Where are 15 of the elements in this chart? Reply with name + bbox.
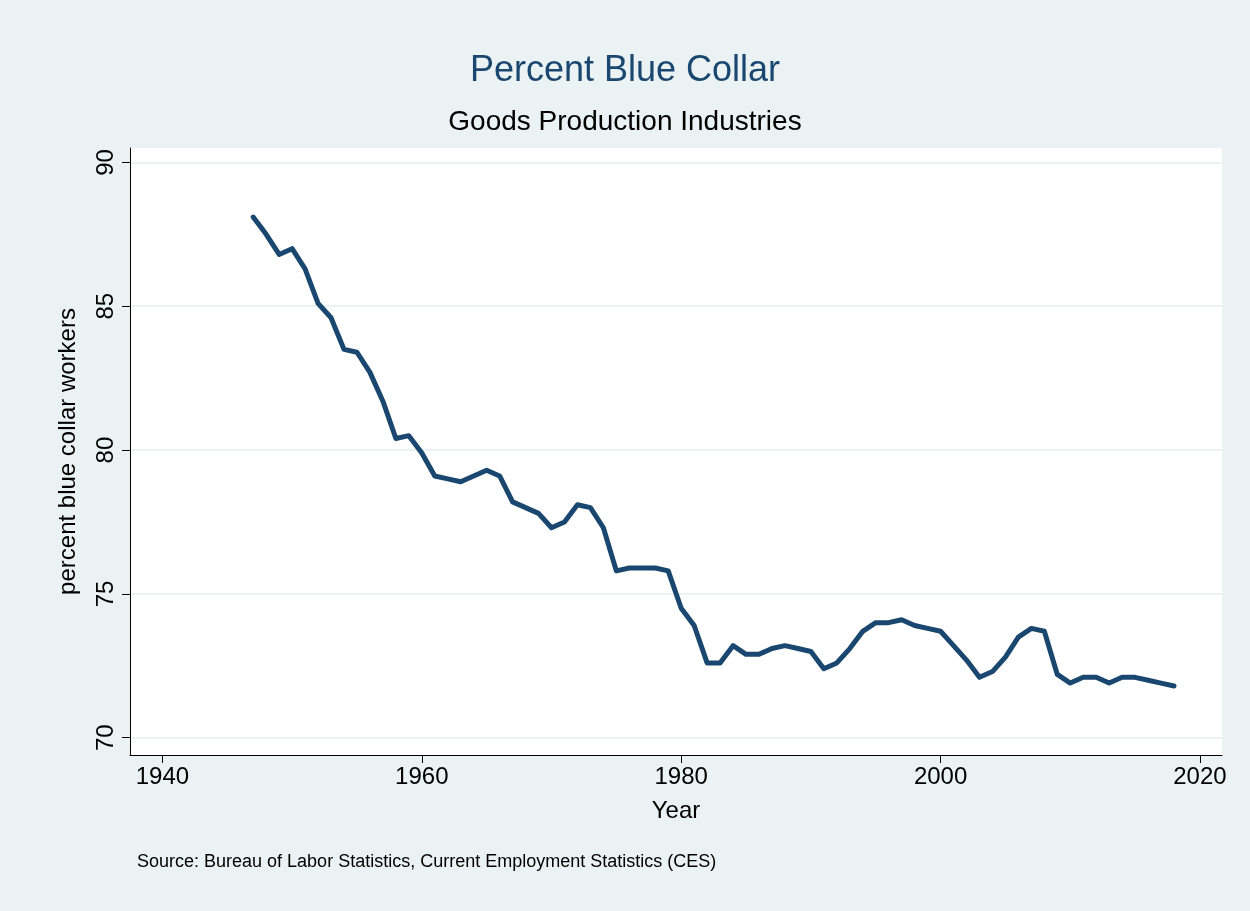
chart-subtitle: Goods Production Industries <box>448 104 802 136</box>
x-tick-label: 1960 <box>395 761 449 789</box>
y-tick-label: 80 <box>90 436 118 464</box>
y-tick-label: 75 <box>90 580 118 608</box>
x-axis-title: Year <box>651 795 701 823</box>
y-axis-title: percent blue collar workers <box>52 308 80 595</box>
y-tick-label: 85 <box>90 292 118 320</box>
x-tick-label: 1940 <box>135 761 190 789</box>
x-tick-label: 2000 <box>913 761 968 789</box>
x-tick-label: 2020 <box>1173 761 1227 789</box>
x-tick-label: 1980 <box>654 761 708 789</box>
source-note: Source: Bureau of Labor Statistics, Current Employment Statistics (CES) <box>137 851 717 871</box>
y-tick-label: 90 <box>90 149 118 176</box>
y-tick-label: 70 <box>90 724 118 752</box>
chart-title: Percent Blue Collar <box>469 47 781 89</box>
